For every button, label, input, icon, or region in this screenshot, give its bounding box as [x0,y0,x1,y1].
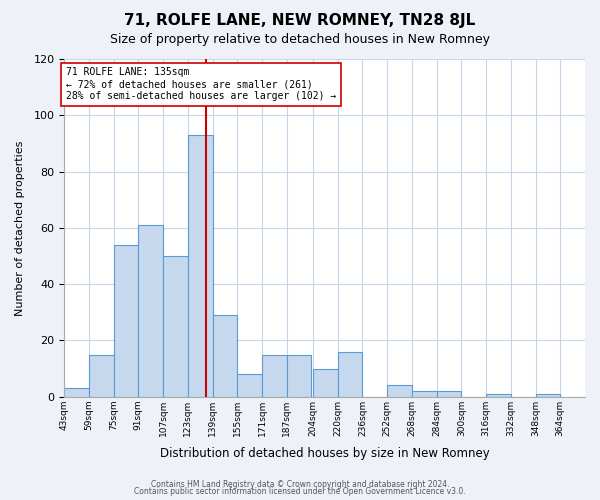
Bar [89,354,113,397]
Bar [163,256,188,396]
Bar [287,354,311,397]
Bar [139,225,163,396]
Bar [188,135,212,396]
Text: 71, ROLFE LANE, NEW ROMNEY, TN28 8JL: 71, ROLFE LANE, NEW ROMNEY, TN28 8JL [124,12,476,28]
Bar [387,386,412,396]
Bar [412,391,437,396]
X-axis label: Distribution of detached houses by size in New Romney: Distribution of detached houses by size … [160,447,490,460]
Text: Contains HM Land Registry data © Crown copyright and database right 2024.: Contains HM Land Registry data © Crown c… [151,480,449,489]
Bar [113,245,139,396]
Bar [338,352,362,397]
Bar [313,368,338,396]
Text: 71 ROLFE LANE: 135sqm
← 72% of detached houses are smaller (261)
28% of semi-det: 71 ROLFE LANE: 135sqm ← 72% of detached … [66,68,336,100]
Bar [262,354,287,397]
Bar [237,374,262,396]
Text: Contains public sector information licensed under the Open Government Licence v3: Contains public sector information licen… [134,487,466,496]
Bar [486,394,511,396]
Bar [437,391,461,396]
Bar [64,388,89,396]
Text: Size of property relative to detached houses in New Romney: Size of property relative to detached ho… [110,32,490,46]
Bar [212,315,237,396]
Y-axis label: Number of detached properties: Number of detached properties [15,140,25,316]
Bar [536,394,560,396]
